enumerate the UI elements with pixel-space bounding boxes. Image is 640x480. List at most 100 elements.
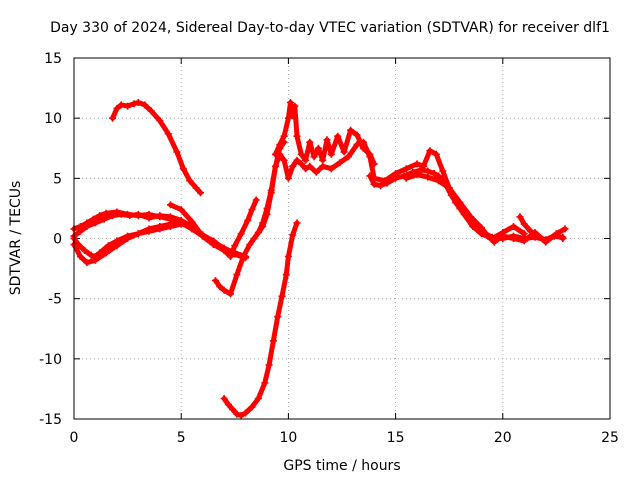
data-point-marker — [499, 232, 507, 240]
data-point-marker — [272, 162, 279, 170]
data-point-marker — [516, 213, 524, 221]
data-point-marker — [83, 259, 91, 267]
data-point-marker — [220, 247, 228, 254]
data-point-marker — [392, 170, 400, 177]
x-axis-label: GPS time / hours — [283, 458, 400, 474]
y-tick-label: 10 — [44, 111, 62, 127]
data-point-marker — [366, 150, 374, 158]
data-point-marker — [177, 218, 185, 226]
data-point-marker — [293, 219, 301, 227]
data-point-marker — [289, 112, 297, 120]
data-point-marker — [424, 173, 432, 181]
data-point-marker — [282, 271, 290, 279]
data-point-marker — [312, 168, 320, 176]
data-point-marker — [113, 105, 121, 112]
data-point-marker — [156, 212, 164, 220]
data-point-marker — [147, 107, 155, 115]
data-point-marker — [469, 223, 477, 230]
data-point-marker — [510, 223, 517, 230]
data-point-marker — [192, 184, 200, 192]
data-point-marker — [323, 136, 331, 144]
x-tick-label: 0 — [70, 430, 79, 446]
data-point-marker — [426, 147, 434, 155]
data-point-marker — [310, 153, 318, 161]
data-point-marker — [167, 201, 174, 209]
data-point-marker — [76, 227, 84, 235]
data-point-marker — [420, 162, 427, 170]
data-point-marker — [216, 283, 224, 291]
data-point-marker — [542, 237, 550, 245]
data-point-marker — [527, 227, 535, 235]
data-point-marker — [430, 170, 438, 177]
y-tick-label: -10 — [39, 352, 62, 368]
data-point-marker — [237, 411, 245, 419]
data-point-marker — [561, 225, 569, 233]
data-point-marker — [413, 160, 421, 168]
series-arc-j — [273, 100, 377, 167]
data-point-marker — [319, 156, 327, 164]
data-point-marker — [424, 167, 432, 175]
data-point-marker — [134, 230, 142, 238]
data-point-marker — [197, 189, 204, 197]
data-point-marker — [156, 117, 164, 125]
data-point-marker — [340, 148, 348, 156]
data-point-marker — [533, 231, 541, 239]
series-arc-f — [168, 197, 259, 259]
x-tick-label: 10 — [279, 430, 297, 446]
y-tick-labels: -15 -10 -5 0 5 10 15 — [39, 51, 62, 428]
data-point-marker — [134, 99, 142, 106]
data-point-marker — [435, 177, 442, 185]
data-point-marker — [302, 156, 310, 164]
data-point-marker — [284, 174, 292, 182]
data-point-marker — [81, 247, 89, 254]
x-tick-label: 25 — [601, 430, 619, 446]
series-arc-k — [367, 167, 566, 243]
data-point-marker — [280, 156, 288, 164]
data-point-marker — [477, 224, 485, 232]
data-point-marker — [134, 210, 142, 218]
data-point-marker — [212, 277, 219, 285]
data-point-marker — [550, 232, 558, 240]
data-point-marker — [91, 219, 99, 227]
x-tick-label: 5 — [177, 430, 186, 446]
data-point-marker — [130, 100, 138, 108]
data-point-marker — [199, 232, 207, 240]
data-point-marker — [252, 196, 260, 204]
data-point-marker — [467, 213, 475, 221]
data-point-marker — [179, 165, 187, 173]
data-point-marker — [291, 102, 299, 110]
data-point-marker — [289, 162, 297, 170]
data-point-marker — [242, 409, 249, 417]
data-point-marker — [254, 395, 262, 402]
data-point-marker — [239, 253, 247, 260]
data-point-marker — [274, 313, 282, 321]
data-point-marker — [124, 235, 132, 242]
data-series — [70, 99, 569, 419]
data-point-marker — [237, 230, 245, 238]
data-point-marker — [359, 144, 367, 152]
data-point-marker — [250, 235, 258, 242]
data-point-marker — [334, 132, 342, 140]
data-point-marker — [167, 213, 174, 221]
data-point-marker — [370, 180, 378, 188]
data-point-marker — [263, 210, 271, 218]
data-point-marker — [227, 253, 234, 260]
data-point-marker — [278, 292, 286, 300]
data-point-marker — [490, 238, 498, 246]
data-point-marker — [261, 379, 269, 387]
data-point-marker — [520, 230, 528, 238]
y-tick-label: 0 — [53, 232, 62, 248]
y-tick-label: -5 — [48, 292, 62, 308]
data-point-marker — [347, 126, 355, 134]
data-point-marker — [91, 256, 99, 264]
data-point-marker — [248, 403, 256, 411]
data-point-marker — [306, 162, 314, 170]
data-point-marker — [370, 174, 378, 182]
data-point-marker — [229, 405, 237, 413]
data-point-marker — [280, 132, 288, 140]
data-point-marker — [117, 101, 125, 109]
data-point-marker — [104, 242, 112, 250]
data-point-marker — [510, 235, 517, 242]
data-point-marker — [265, 361, 273, 369]
